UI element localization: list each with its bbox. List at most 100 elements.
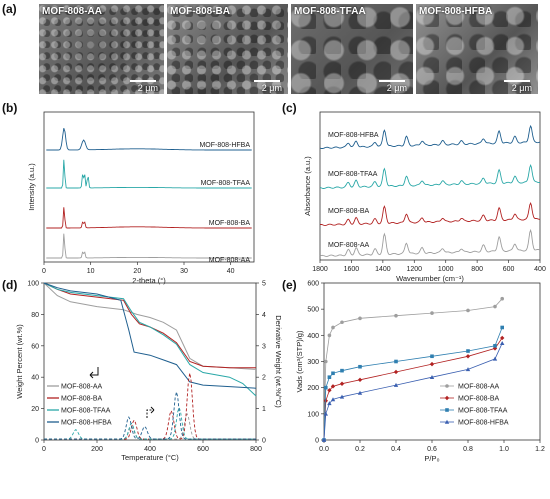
isotherm-data-point [500, 325, 504, 330]
panel-letter-e: (e) [282, 278, 297, 292]
sem-image-1: MOF-808-AA 2 μm [39, 4, 164, 94]
isotherm-legend-marker [444, 395, 450, 401]
xrd-series-label: MOF-808-AA [209, 257, 251, 264]
tga-x-axis-label: Temperature (°C) [121, 453, 179, 462]
isotherm-data-point [500, 340, 505, 345]
scale-bar-label: 2 μm [511, 83, 532, 93]
isotherm-data-point [465, 354, 471, 359]
isotherm-data-point [357, 377, 363, 383]
tga-y-axis-label: Weight Percent (wt.%) [15, 324, 24, 399]
scale-bar [504, 80, 530, 82]
isotherm-y-tick-label: 300 [307, 359, 319, 366]
tga-weight-line [43, 282, 256, 369]
isotherm-y-tick-label: 400 [307, 333, 319, 340]
isotherm-data-point [430, 311, 434, 315]
isotherm-data-point [393, 369, 399, 375]
isotherm-data-point [466, 349, 470, 353]
xrd-x-tick-label: 40 [227, 268, 235, 275]
xrd-series-label: MOF-808-TFAA [201, 180, 251, 187]
tga-derivative-line [44, 391, 256, 440]
isotherm-y-tick-label: 200 [307, 385, 319, 392]
tga-y2-tick-label: 3 [262, 343, 266, 350]
sem-texture [167, 4, 288, 94]
isotherm-data-point [430, 354, 434, 359]
ftir-x-axis-label: Wavenumber (cm⁻¹) [396, 274, 464, 283]
xrd-x-tick-label: 10 [87, 268, 95, 275]
isotherm-y-tick-label: 600 [307, 281, 319, 288]
isotherm-data-point [330, 397, 336, 402]
tga-weight-line [43, 282, 257, 389]
right-axis-arrowhead [150, 406, 155, 414]
sem-texture [291, 4, 413, 94]
tga-x-tick-label: 200 [91, 446, 103, 453]
xrd-x-tick-label: 20 [133, 268, 141, 275]
xrd-series-label: MOF-808-HFBA [199, 142, 250, 149]
isotherm-legend-marker [445, 384, 449, 388]
isotherm-legend-label: MOF-808-BA [458, 396, 500, 403]
tga-y-tick-label: 60 [31, 343, 39, 350]
isotherm-data-point [492, 356, 498, 361]
xrd-series-line [46, 128, 252, 151]
tga-x-tick-label: 400 [144, 446, 156, 453]
isotherm-data-point [321, 437, 327, 443]
tga-frame [43, 282, 257, 441]
tga-legend-label: MOF-808-AA [61, 384, 103, 391]
isotherm-data-point [322, 438, 326, 442]
tga-derivative-line [44, 412, 256, 440]
xrd-series-line [46, 233, 252, 259]
isotherm-data-point [357, 390, 363, 395]
isotherm-data-point [327, 333, 332, 338]
ftir-series-line [319, 228, 541, 257]
isotherm-data-point [331, 325, 335, 330]
sem-label: MOF-808-BA [170, 6, 231, 17]
tga-y2-tick-label: 2 [262, 375, 266, 382]
isotherm-data-point [429, 361, 435, 367]
tga-y-tick-label: 20 [31, 406, 39, 413]
isotherm-series-line [323, 327, 503, 441]
xrd-x-tick-label: 30 [180, 268, 188, 275]
isotherm-x-tick-label: 0.6 [427, 446, 437, 453]
isotherm-data-point [493, 304, 497, 309]
tga-y2-tick-label: 4 [262, 312, 266, 319]
isotherm-data-point [327, 388, 332, 393]
left-axis-arrowhead [89, 371, 94, 379]
isotherm-y-tick-label: 100 [307, 411, 319, 418]
isotherm-data-point [322, 438, 326, 442]
right-axis-arrow [146, 409, 154, 418]
tga-y-tick-label: 100 [27, 281, 39, 288]
isotherm-x-tick-label: 0.2 [355, 446, 365, 453]
tga-legend-label: MOF-808-HFBA [61, 420, 112, 427]
scale-bar-label: 2 μm [137, 83, 158, 93]
tga-y2-tick-label: 1 [262, 406, 266, 413]
tga-x-tick-label: 800 [250, 446, 262, 453]
isotherm-legend-marker [444, 419, 450, 424]
ftir-series-line [319, 163, 541, 189]
ftir-x-tick-label: 1000 [438, 266, 454, 273]
ftir-series-line [319, 202, 541, 226]
isotherm-data-point [331, 371, 335, 376]
isotherm-legend-label: MOF-808-TFAA [458, 408, 508, 415]
isotherm-data-point [394, 359, 398, 364]
isotherm-legend-marker [445, 408, 449, 412]
xrd-x-axis-label: 2-theta (°) [132, 276, 166, 285]
tga-derivative-line [44, 373, 256, 440]
isotherm-y-tick-label: 0 [315, 438, 319, 445]
ftir-series-label: MOF-808-HFBA [328, 132, 379, 139]
isotherm-data-point [339, 394, 345, 399]
tga-x-tick-label: 0 [42, 446, 46, 453]
isotherm-legend-label: MOF-808-AA [458, 384, 500, 391]
ftir-x-tick-label: 1200 [406, 266, 422, 273]
panel-letter-d: (d) [2, 278, 18, 292]
ftir-series-line [319, 124, 541, 149]
isotherm-data-point [466, 308, 470, 313]
isotherm-data-point [324, 385, 328, 390]
isotherm-legend-label: MOF-808-HFBA [458, 420, 509, 427]
tga-legend-label: MOF-808-TFAA [61, 408, 111, 415]
isotherm-data-point [321, 437, 327, 442]
isotherm-data-point [339, 381, 345, 386]
isotherm-y-axis-label: Vads (cm³(STP)/g) [295, 330, 304, 392]
sem-image-2: MOF-808-BA 2 μm [167, 4, 288, 94]
left-axis-arrow [90, 367, 99, 376]
panel-letter-a: (a) [2, 2, 17, 16]
xrd-series-label: MOF-808-BA [209, 220, 251, 227]
